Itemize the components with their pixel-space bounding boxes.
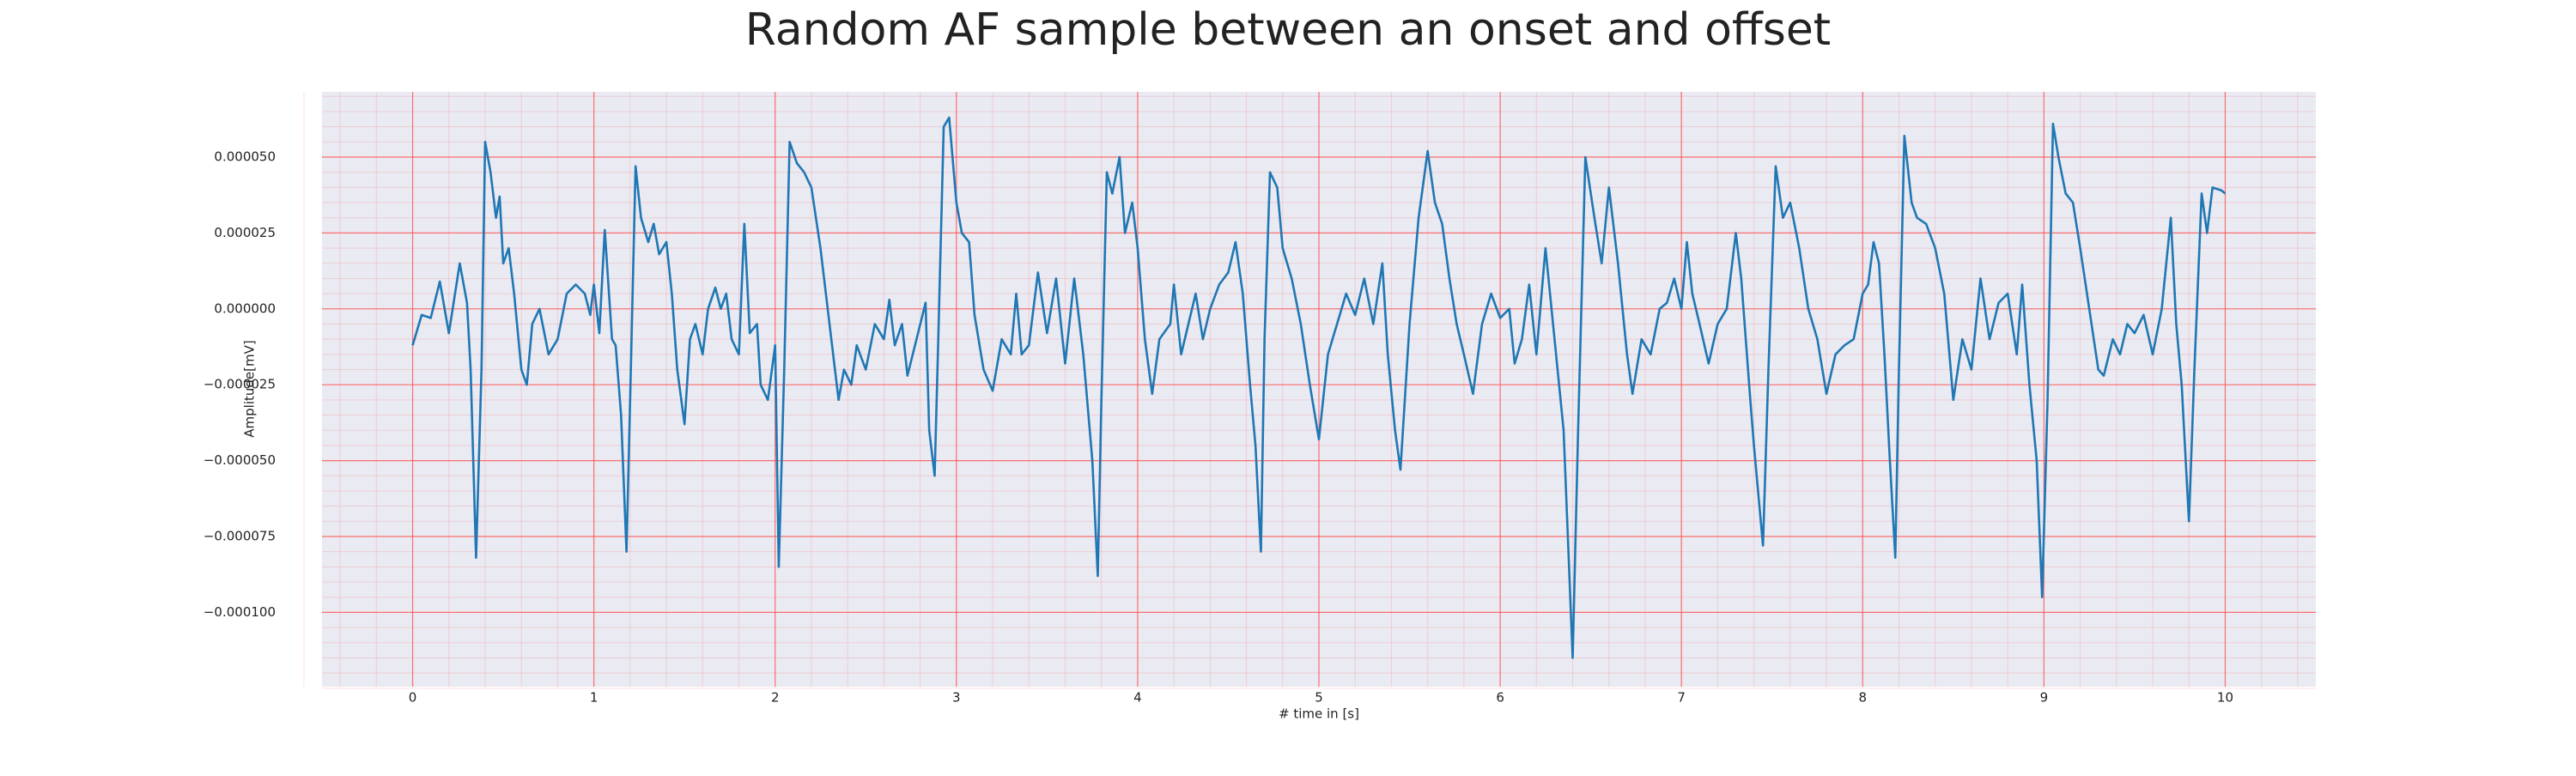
x-tick-label: 6 <box>1496 690 1504 706</box>
chart-title: Random AF sample between an onset and of… <box>745 4 1831 56</box>
x-tick-label: 0 <box>409 690 417 706</box>
y-tick-label: 0.000025 <box>214 225 276 240</box>
y-tick-label: −0.000050 <box>204 452 276 468</box>
x-tick-label: 10 <box>2217 690 2233 706</box>
y-tick-label: 0.000000 <box>214 300 276 316</box>
x-tick-label: 4 <box>1133 690 1142 706</box>
x-tick-label: 5 <box>1315 690 1323 706</box>
y-tick-label: −0.000025 <box>204 377 276 392</box>
y-tick-label: −0.000075 <box>204 528 276 543</box>
x-axis-label: # time in [s] <box>1279 706 1359 722</box>
x-tick-label: 2 <box>771 690 780 706</box>
signal-line <box>411 116 2227 659</box>
y-tick-label: −0.000100 <box>204 604 276 620</box>
x-tick-label: 3 <box>952 690 961 706</box>
x-tick-label: 8 <box>1858 690 1867 706</box>
x-tick-label: 7 <box>1677 690 1686 706</box>
y-tick-label: 0.000050 <box>214 149 276 165</box>
x-tick-label: 9 <box>2040 690 2049 706</box>
x-tick-label: 1 <box>590 690 598 706</box>
y-axis-label: Amplitude[mV] <box>242 340 258 437</box>
